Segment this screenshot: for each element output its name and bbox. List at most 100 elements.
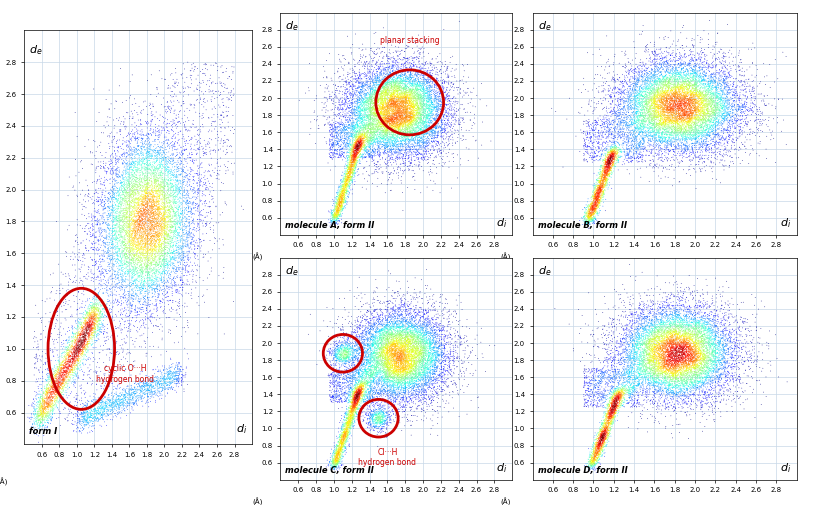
Point — [626, 331, 639, 339]
Point — [720, 364, 733, 372]
Point — [364, 130, 377, 138]
Point — [710, 82, 723, 90]
Point — [349, 146, 362, 155]
Point — [663, 91, 676, 99]
Point — [428, 305, 441, 313]
Point — [373, 348, 386, 357]
Point — [677, 135, 690, 143]
Point — [89, 407, 102, 415]
Point — [439, 124, 452, 132]
Point — [664, 109, 677, 117]
Point — [369, 375, 382, 383]
Point — [600, 418, 613, 426]
Point — [73, 331, 86, 339]
Point — [372, 419, 385, 427]
Point — [350, 389, 363, 397]
Point — [404, 121, 417, 129]
Point — [107, 250, 120, 258]
Point — [352, 146, 365, 154]
Point — [380, 321, 393, 329]
Point — [126, 190, 139, 198]
Point — [93, 328, 107, 336]
Point — [342, 416, 355, 424]
Point — [658, 102, 671, 110]
Point — [406, 352, 420, 360]
Point — [370, 360, 383, 368]
Point — [80, 310, 93, 318]
Point — [349, 375, 362, 383]
Point — [602, 148, 615, 157]
Point — [161, 220, 174, 228]
Point — [423, 373, 436, 381]
Point — [442, 369, 455, 377]
Point — [654, 364, 667, 372]
Point — [595, 428, 608, 436]
Point — [646, 108, 659, 116]
Point — [667, 71, 680, 79]
Point — [663, 147, 676, 155]
Point — [662, 328, 675, 336]
Point — [599, 367, 612, 375]
Point — [347, 394, 360, 402]
Point — [408, 352, 421, 361]
Point — [593, 177, 606, 185]
Point — [393, 324, 406, 332]
Point — [396, 322, 409, 330]
Point — [363, 331, 376, 339]
Point — [90, 368, 103, 376]
Point — [385, 98, 398, 107]
Point — [380, 302, 393, 310]
Point — [426, 98, 439, 107]
Point — [621, 316, 634, 324]
Point — [388, 349, 401, 357]
Point — [376, 81, 389, 89]
Point — [99, 159, 112, 167]
Point — [334, 101, 347, 109]
Point — [378, 72, 391, 80]
Point — [389, 79, 402, 87]
Point — [380, 308, 393, 316]
Point — [639, 338, 652, 346]
Point — [351, 144, 364, 152]
Point — [659, 394, 672, 402]
Point — [138, 274, 151, 282]
Point — [384, 340, 397, 348]
Point — [422, 97, 435, 105]
Point — [712, 354, 725, 362]
Point — [613, 154, 626, 162]
Point — [401, 335, 414, 343]
Point — [181, 199, 194, 207]
Text: molecule B, form II: molecule B, form II — [538, 221, 627, 230]
Point — [393, 100, 406, 108]
Point — [340, 141, 353, 149]
Point — [667, 100, 680, 108]
Point — [598, 427, 611, 435]
Point — [351, 137, 364, 145]
Point — [679, 356, 692, 364]
Point — [372, 413, 385, 421]
Point — [668, 380, 681, 388]
Point — [340, 366, 353, 374]
Point — [644, 90, 657, 98]
Point — [102, 86, 115, 94]
Point — [171, 371, 184, 379]
Point — [606, 147, 620, 156]
Point — [386, 354, 399, 362]
Point — [338, 372, 351, 380]
Point — [341, 170, 354, 178]
Point — [721, 300, 734, 309]
Point — [628, 109, 641, 117]
Point — [704, 336, 717, 344]
Point — [675, 335, 688, 343]
Point — [599, 426, 612, 434]
Point — [620, 118, 633, 126]
Point — [376, 421, 389, 429]
Point — [613, 146, 626, 154]
Point — [591, 435, 604, 443]
Point — [364, 129, 377, 137]
Point — [76, 333, 89, 341]
Point — [609, 389, 622, 397]
Point — [610, 145, 623, 153]
Point — [386, 66, 399, 74]
Point — [346, 403, 359, 412]
